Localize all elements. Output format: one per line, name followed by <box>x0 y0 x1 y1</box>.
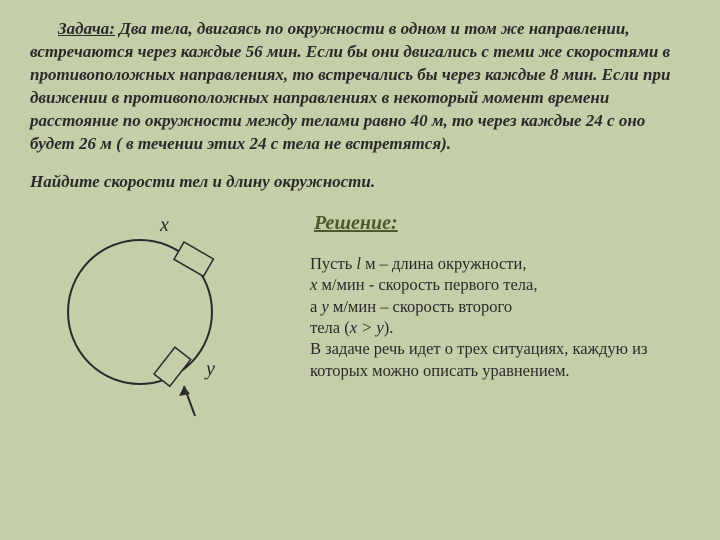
diagram: x y <box>30 206 290 416</box>
lower-section: x y Решение: Пусть l м – длина окружност… <box>30 206 690 416</box>
solution-column: Решение: Пусть l м – длина окружности, x… <box>310 206 690 416</box>
sol-var-y: y <box>321 297 328 316</box>
solution-text: Пусть l м – длина окружности, x м/мин - … <box>310 253 690 382</box>
sol-t4a: тела ( <box>310 318 350 337</box>
sol-t1a: Пусть <box>310 254 356 273</box>
sol-ineq: x > y <box>350 318 384 337</box>
sol-t3b: м/мин – скорость второго <box>329 297 512 316</box>
arrow-y-head <box>179 386 190 396</box>
problem-body: Два тела, двигаясь по окружности в одном… <box>30 19 670 153</box>
body-x-box <box>174 242 213 276</box>
label-y: y <box>206 358 215 381</box>
circle-diagram <box>50 220 250 430</box>
sol-t5: В задаче речь идет о трех ситуациях, каж… <box>310 339 647 379</box>
problem-text: Задача: Два тела, двигаясь по окружности… <box>30 18 690 156</box>
sol-t1b: м – длина окружности, <box>361 254 527 273</box>
sol-t3a: а <box>310 297 321 316</box>
find-line: Найдите скорости тел и длину окружности. <box>30 172 690 192</box>
sol-t4b: ). <box>384 318 394 337</box>
solution-heading: Решение: <box>314 212 690 235</box>
problem-label: Задача: <box>58 19 115 38</box>
sol-t2b: м/мин - скорость первого тела, <box>317 275 537 294</box>
